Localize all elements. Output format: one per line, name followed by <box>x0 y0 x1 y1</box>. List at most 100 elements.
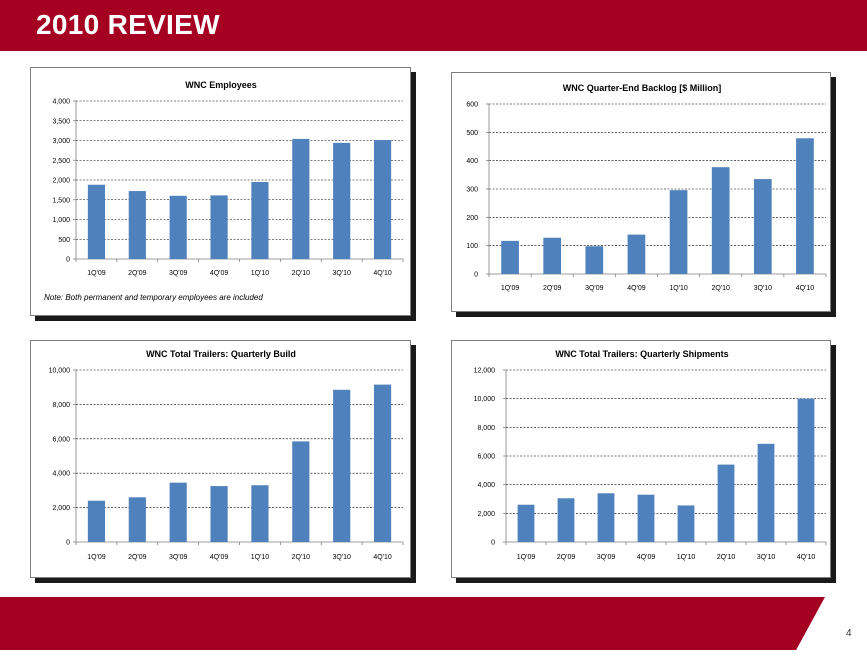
x-tick-label: 2Q'09 <box>128 554 147 561</box>
y-tick-label: 200 <box>466 215 478 222</box>
x-tick-label: 2Q'10 <box>292 270 311 277</box>
bar <box>128 191 146 259</box>
bar <box>669 190 688 274</box>
y-tick-label: 12,000 <box>474 368 496 375</box>
footer-bar <box>0 597 825 650</box>
bar <box>585 246 604 274</box>
bar <box>210 486 228 542</box>
bar <box>169 482 187 542</box>
y-tick-label: 8,000 <box>52 402 70 409</box>
y-tick-label: 100 <box>466 243 478 250</box>
bar <box>757 443 775 542</box>
chart-title: WNC Quarter-End Backlog [$ Million] <box>563 83 722 93</box>
chart-panel-shipments: WNC Total Trailers: Quarterly Shipments 0… <box>451 340 831 578</box>
x-tick-label: 2Q'09 <box>557 554 576 561</box>
shipments-chart: WNC Total Trailers: Quarterly Shipments 0… <box>474 349 827 561</box>
page-number: 4 <box>846 628 852 639</box>
bar <box>517 504 535 542</box>
x-tick-label: 4Q'10 <box>373 270 392 277</box>
bar <box>753 179 772 274</box>
y-tick-label: 4,000 <box>52 99 70 106</box>
y-tick-label: 0 <box>66 540 70 547</box>
bar <box>373 140 392 259</box>
x-tick-label: 2Q'10 <box>717 554 736 561</box>
bar <box>292 441 310 542</box>
bar <box>637 494 655 542</box>
x-tick-label: 4Q'10 <box>797 554 816 561</box>
x-tick-label: 2Q'10 <box>711 285 730 292</box>
y-tick-label: 6,000 <box>52 436 70 443</box>
bar <box>677 505 695 542</box>
x-tick-label: 4Q'09 <box>637 554 656 561</box>
bar <box>87 184 106 259</box>
bar <box>557 498 575 542</box>
x-tick-label: 2Q'09 <box>128 270 147 277</box>
x-tick-label: 1Q'09 <box>87 270 106 277</box>
bar <box>333 389 351 542</box>
x-tick-label: 1Q'09 <box>87 554 106 561</box>
bar <box>543 237 562 274</box>
bar <box>717 464 735 542</box>
y-tick-label: 0 <box>66 257 70 264</box>
y-tick-label: 2,500 <box>52 158 70 165</box>
y-tick-label: 4,000 <box>477 482 495 489</box>
bar <box>627 234 646 274</box>
x-tick-label: 4Q'09 <box>627 285 646 292</box>
chart-title: WNC Total Trailers: Quarterly Build <box>146 349 296 359</box>
bar <box>501 240 519 274</box>
bar <box>333 142 351 259</box>
chart-title: WNC Employees <box>185 80 257 90</box>
x-tick-label: 3Q'10 <box>754 285 773 292</box>
x-tick-label: 1Q'09 <box>501 285 520 292</box>
backlog-chart: WNC Quarter-End Backlog [$ Million] 0 100 2… <box>466 83 827 292</box>
chart-panel-build: WNC Total Trailers: Quarterly Build 0 2,00… <box>30 340 411 578</box>
x-tick-label: 3Q'09 <box>585 285 604 292</box>
x-tick-label: 3Q'10 <box>332 554 351 561</box>
y-tick-label: 3,500 <box>52 118 70 125</box>
bar <box>711 167 730 274</box>
x-tick-label: 2Q'09 <box>543 285 562 292</box>
y-tick-label: 3,000 <box>52 138 70 145</box>
y-tick-label: 2,000 <box>477 511 495 518</box>
chart-note: Note: Both permanent and temporary emplo… <box>44 293 263 302</box>
chart-panel-backlog: WNC Quarter-End Backlog [$ Million] 0 100 2… <box>451 72 831 312</box>
x-tick-label: 2Q'10 <box>292 554 311 561</box>
x-tick-label: 3Q'09 <box>597 554 616 561</box>
page-title: 2010 REVIEW <box>36 9 220 40</box>
y-tick-label: 600 <box>466 102 478 109</box>
y-tick-label: 0 <box>474 272 478 279</box>
y-tick-label: 500 <box>58 237 70 244</box>
bar <box>251 181 269 259</box>
header-bar <box>0 0 867 51</box>
y-tick-label: 1,000 <box>52 217 70 224</box>
bar <box>87 500 106 542</box>
y-tick-label: 2,000 <box>52 505 70 512</box>
x-tick-label: 1Q'09 <box>517 554 536 561</box>
bar <box>128 497 146 542</box>
x-tick-label: 4Q'10 <box>373 554 392 561</box>
bar <box>597 493 615 542</box>
x-tick-label: 3Q'09 <box>169 270 188 277</box>
y-tick-label: 10,000 <box>49 368 71 375</box>
x-tick-label: 4Q'10 <box>796 285 815 292</box>
bar <box>373 384 392 542</box>
bar <box>797 398 815 542</box>
x-tick-label: 1Q'10 <box>669 285 688 292</box>
x-tick-label: 4Q'09 <box>210 270 229 277</box>
bar <box>292 138 310 259</box>
y-tick-label: 400 <box>466 158 478 165</box>
bar <box>210 195 228 259</box>
x-tick-label: 3Q'10 <box>332 270 351 277</box>
y-tick-label: 8,000 <box>477 425 495 432</box>
x-tick-label: 4Q'09 <box>210 554 229 561</box>
bar <box>169 195 187 259</box>
x-tick-label: 3Q'09 <box>169 554 188 561</box>
bar <box>251 485 269 542</box>
x-tick-label: 3Q'10 <box>757 554 776 561</box>
y-tick-label: 10,000 <box>474 396 496 403</box>
y-tick-label: 500 <box>466 130 478 137</box>
x-tick-label: 1Q'10 <box>251 270 270 277</box>
chart-title: WNC Total Trailers: Quarterly Shipments <box>555 349 728 359</box>
y-tick-label: 2,000 <box>52 178 70 185</box>
build-chart: WNC Total Trailers: Quarterly Build 0 2,00… <box>49 349 404 561</box>
